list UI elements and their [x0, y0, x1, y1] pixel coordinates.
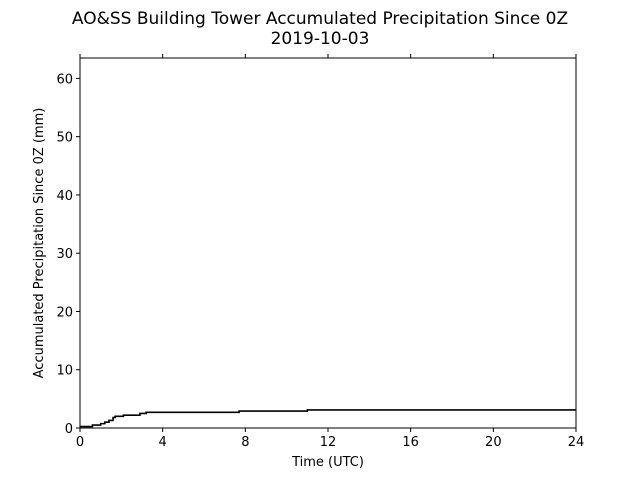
x-tick-label: 0 — [76, 435, 84, 450]
series-line — [80, 409, 576, 428]
axis-ticks: 0 4 8 12 16 20 24 0 10 20 30 40 50 60 — [56, 54, 584, 450]
chart-title: AO&SS Building Tower Accumulated Precipi… — [72, 9, 568, 29]
x-tick-label: 20 — [485, 435, 502, 450]
x-tick-label: 16 — [402, 435, 419, 450]
y-tick-label: 40 — [56, 189, 73, 204]
plot-frame — [79, 57, 577, 429]
y-tick-label: 20 — [56, 305, 73, 320]
data-series — [80, 409, 576, 428]
x-axis-label: Time (UTC) — [291, 455, 364, 470]
y-tick-label: 10 — [56, 364, 73, 379]
x-tick-label: 8 — [241, 435, 249, 450]
chart-subtitle: 2019-10-03 — [271, 29, 370, 49]
x-tick-label: 4 — [159, 435, 167, 450]
y-tick-label: 0 — [65, 422, 73, 437]
y-tick-label: 60 — [56, 72, 73, 87]
y-tick-label: 50 — [56, 131, 73, 146]
y-tick-label: 30 — [56, 247, 73, 262]
y-axis-label: Accumulated Precipitation Since 0Z (mm) — [32, 108, 47, 379]
x-tick-label: 24 — [568, 435, 585, 450]
x-tick-label: 12 — [320, 435, 337, 450]
